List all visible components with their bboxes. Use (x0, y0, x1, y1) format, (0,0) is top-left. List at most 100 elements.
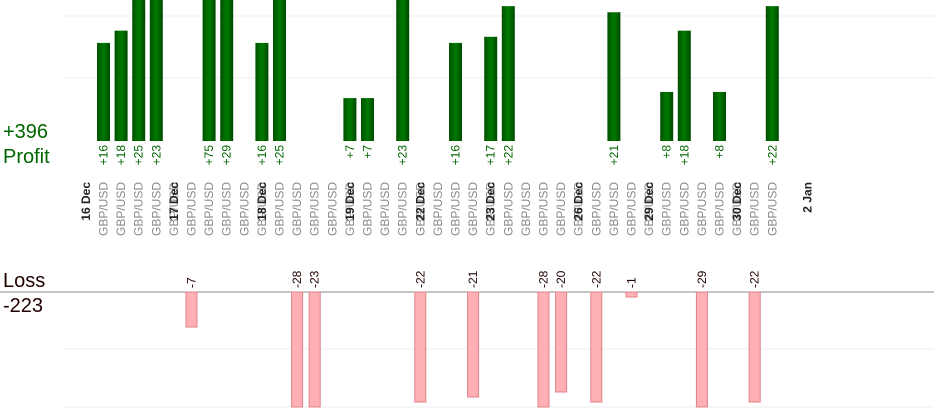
loss-label: Loss (3, 270, 45, 292)
loss-total: -223 (3, 295, 43, 317)
pair-label: GBP/USD (378, 182, 392, 236)
loss-bar (291, 291, 304, 408)
loss-value-label: -23 (308, 270, 322, 288)
profit-bar (713, 91, 726, 141)
profit-value-label: +22 (501, 145, 515, 166)
loss-value-label: -28 (290, 270, 304, 288)
pair-label: GBP/USD (748, 182, 762, 236)
loss-bar (308, 291, 321, 408)
pair-label: GBP/USD (167, 182, 181, 236)
pair-label: GBP/USD (290, 182, 304, 236)
pair-label: GBP/USD (625, 182, 639, 236)
loss-value-label: -22 (748, 270, 762, 288)
loss-bar (467, 291, 480, 398)
loss-bar (537, 291, 550, 408)
date-label: 26 Dec (572, 182, 586, 221)
pair-label: GBP/USD (185, 182, 199, 236)
profit-value-label: +7 (343, 145, 357, 159)
profit-bar (677, 30, 691, 141)
pair-label: GBP/USD (677, 182, 691, 236)
pair-label: GBP/USD (114, 182, 128, 236)
profit-total: +396 (3, 121, 48, 143)
profit-bar (114, 30, 128, 141)
profit-bar (361, 98, 374, 141)
pair-label: GBP/USD (466, 182, 480, 236)
profit-value-label: +23 (149, 145, 163, 166)
loss-bar (555, 291, 568, 393)
pair-label: GBP/USD (554, 182, 568, 236)
loss-bar (185, 291, 198, 328)
profit-bar (501, 6, 515, 142)
pair-label: GBP/USD (730, 182, 744, 236)
profit-value-label: +16 (255, 145, 269, 166)
profit-bar (660, 91, 674, 141)
loss-value-label: -29 (695, 270, 709, 288)
date-labels: 16 Dec 17 Dec 18 Dec 19 Dec 22 Dec 23 Dec 26 D… (79, 182, 815, 221)
profit-value-label: +18 (677, 145, 691, 166)
loss-bars (185, 291, 761, 408)
date-label: 19 Dec (343, 182, 357, 221)
pair-labels: GBP/USD GBP/USD GBP/USD GBP/USD GBP/USD GBP/U… (97, 182, 780, 236)
pair-label: GBP/USD (273, 182, 287, 236)
profit-value-label: +18 (114, 145, 128, 166)
date-label: 22 Dec (413, 182, 427, 221)
pair-label: GBP/USD (431, 182, 445, 236)
profit-bar (132, 0, 146, 141)
pair-label: GBP/USD (202, 182, 216, 236)
profit-value-label: +22 (765, 145, 779, 166)
pair-label: GBP/USD (449, 182, 463, 236)
pair-label: GBP/USD (501, 182, 515, 236)
profit-bar (273, 0, 286, 141)
pair-label: GBP/USD (361, 182, 375, 236)
loss-value-label: -28 (537, 270, 551, 288)
date-label: 16 Dec (79, 182, 93, 221)
profit-bar (396, 0, 410, 141)
pair-label: GBP/USD (519, 182, 533, 236)
date-label: 23 Dec (484, 182, 498, 221)
profit-bar (97, 42, 110, 142)
profit-bar (220, 0, 234, 141)
pair-label: GBP/USD (695, 182, 709, 236)
pair-label: GBP/USD (149, 182, 163, 236)
profit-bar (255, 42, 269, 142)
profit-value-label: +8 (713, 145, 727, 159)
profit-bar (449, 42, 462, 142)
loss-value-label: -21 (466, 270, 480, 288)
profit-value-label: +25 (132, 145, 146, 166)
profit-bar (765, 6, 779, 142)
pair-label: GBP/USD (607, 182, 621, 236)
pair-label: GBP/USD (220, 182, 234, 236)
pair-label: GBP/USD (589, 182, 603, 236)
loss-value-label: -20 (554, 270, 568, 288)
date-label: 29 Dec (642, 182, 656, 221)
pair-label: GBP/USD (484, 182, 498, 236)
date-label: 18 Dec (255, 182, 269, 221)
pair-label: GBP/USD (642, 182, 656, 236)
value-labels: +16 +18 +25 +23-7+75 +29 +16 +25-28 -23+7 +7 +23-… (97, 145, 780, 288)
pair-label: GBP/USD (660, 182, 674, 236)
loss-value-label: -22 (589, 270, 603, 288)
profit-label: Profit (3, 146, 50, 168)
profit-value-label: +23 (396, 145, 410, 166)
pair-label: GBP/USD (325, 182, 339, 236)
loss-bar (748, 291, 761, 403)
profit-value-label: +75 (202, 145, 216, 166)
date-label: 2 Jan (801, 182, 815, 213)
pair-label: GBP/USD (308, 182, 322, 236)
profit-bar (607, 12, 621, 142)
profit-value-label: +16 (97, 145, 111, 166)
date-label: 17 Dec (167, 182, 181, 221)
loss-value-label: -7 (185, 277, 199, 288)
date-label: 30 Dec (730, 182, 744, 221)
profit-bar (343, 98, 357, 141)
profit-value-label: +25 (273, 145, 287, 166)
pair-label: GBP/USD (713, 182, 727, 236)
loss-bar (590, 291, 603, 403)
pair-label: GBP/USD (537, 182, 551, 236)
profit-value-label: +21 (607, 145, 621, 166)
loss-bar (695, 291, 708, 408)
pair-label: GBP/USD (572, 182, 586, 236)
loss-value-label: -1 (625, 277, 639, 288)
loss-bar (625, 291, 638, 298)
